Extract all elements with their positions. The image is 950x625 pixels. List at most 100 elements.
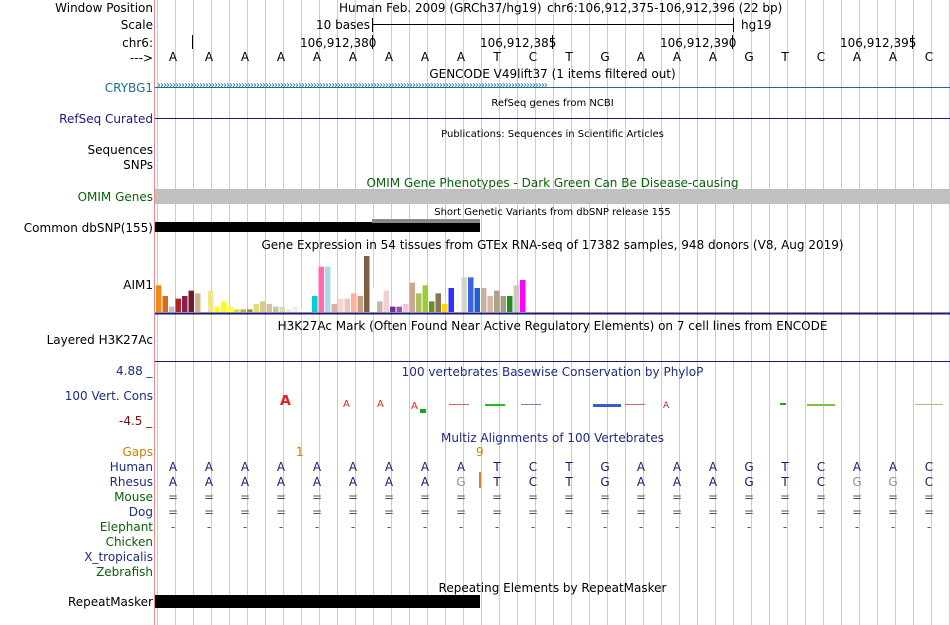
gtex-chart[interactable]	[155, 252, 950, 316]
gtex-tissue-bar	[507, 296, 513, 312]
gtex-tissue-bar	[435, 293, 441, 312]
alignment-base: -	[242, 520, 248, 534]
gencode-gene-line[interactable]	[155, 87, 950, 88]
alignment-base: -	[170, 520, 176, 534]
alignment-base: C	[924, 460, 934, 474]
alignment-base: =	[743, 505, 755, 519]
alignment-base: -	[350, 520, 356, 534]
gtex-tissue-bar	[403, 304, 409, 312]
tick-mark	[912, 35, 913, 49]
alignment-base: -	[638, 520, 644, 534]
sequence-base: T	[781, 50, 789, 64]
alignment-base: A	[384, 475, 394, 489]
sequence-base: C	[924, 50, 934, 64]
alignment-base: -	[422, 520, 428, 534]
alignment-base: G	[744, 475, 754, 489]
phylop-glyph	[420, 409, 426, 413]
sequence-base: A	[204, 50, 214, 64]
gtex-gene-label[interactable]: AIM1	[123, 278, 153, 292]
species-label[interactable]: Zebrafish	[96, 565, 153, 579]
gtex-tissue-bar	[240, 309, 246, 312]
phylop-title[interactable]: 100 vertebrates Basewise Conservation by…	[401, 365, 704, 379]
gencode-strand-chevrons: ››››››››››››››››››››››››››››››››››››››››…	[157, 80, 548, 91]
gtex-tissue-bar	[383, 290, 389, 312]
species-label[interactable]: Dog	[128, 505, 153, 519]
alignment-base: =	[707, 490, 719, 504]
multiz-gaps-label[interactable]: Gaps	[122, 445, 153, 459]
omim-label[interactable]: OMIM Genes	[77, 190, 153, 204]
gtex-tissue-bar	[455, 277, 461, 312]
gap-count: 1	[296, 445, 304, 459]
scale-bar-left	[372, 18, 373, 32]
alignment-base: =	[275, 490, 287, 504]
alignment-base: T	[493, 475, 501, 489]
insertion-marker	[479, 472, 481, 488]
refseq-label[interactable]: RefSeq Curated	[59, 112, 153, 126]
alignment-base: =	[527, 505, 539, 519]
tick-label: 106,912,385	[480, 36, 557, 50]
gtex-tissue-bar	[474, 288, 480, 312]
alignment-base: -	[566, 520, 572, 534]
refseq-title[interactable]: RefSeq genes from NCBI	[491, 98, 614, 109]
h3k27ac-title[interactable]: H3K27Ac Mark (Often Found Near Active Re…	[277, 319, 828, 333]
refseq-gene-line[interactable]	[155, 118, 950, 119]
alignment-base: G	[744, 460, 754, 474]
phylop-chart[interactable]: A A A A A	[155, 395, 950, 415]
repeatmasker-feature-bar[interactable]	[155, 595, 480, 608]
tick-mark	[732, 35, 733, 49]
sequence-base: C	[816, 50, 826, 64]
alignment-base: =	[239, 490, 251, 504]
phylop-glyph: A	[377, 399, 384, 410]
tick-label: 106,912,390	[660, 36, 737, 50]
species-label[interactable]: Rhesus	[109, 475, 153, 489]
omim-feature-bar[interactable]	[155, 189, 950, 204]
gtex-tissue-bar	[201, 288, 207, 312]
gtex-tissue-bar	[416, 293, 422, 312]
gtex-tissue-bar	[331, 304, 337, 312]
alignment-base: A	[204, 475, 214, 489]
gtex-tissue-bar	[377, 301, 383, 312]
dbsnp-feature-bar-overlap[interactable]	[372, 219, 480, 223]
gtex-tissue-bar	[286, 309, 292, 312]
publications-label-sequences[interactable]: Sequences	[87, 143, 153, 157]
alignment-base: -	[206, 520, 212, 534]
multiz-title[interactable]: Multiz Alignments of 100 Vertebrates	[440, 431, 665, 445]
dbsnp-title[interactable]: Short Genetic Variants from dbSNP releas…	[434, 207, 671, 218]
sequence-base: T	[493, 50, 501, 64]
gtex-tissue-bar	[292, 306, 298, 312]
position-label: chr6:106,912,375-106,912,396 (22 bp)	[547, 1, 783, 15]
alignment-base: =	[563, 490, 575, 504]
gtex-tissue-bar	[299, 309, 305, 312]
phylop-glyph: A	[280, 395, 291, 409]
gencode-title[interactable]: GENCODE V49lift37 (1 items filtered out)	[429, 67, 676, 81]
alignment-base: =	[851, 505, 863, 519]
species-label[interactable]: X_tropicalis	[84, 550, 153, 564]
publications-title[interactable]: Publications: Sequences in Scientific Ar…	[441, 129, 664, 140]
scale-bar	[372, 24, 734, 25]
phylop-label[interactable]: 100 Vert. Cons	[64, 389, 153, 403]
alignment-base: =	[815, 505, 827, 519]
gtex-tissue-bar	[500, 296, 506, 312]
dbsnp-label[interactable]: Common dbSNP(155)	[23, 221, 153, 235]
sequence-base: A	[168, 50, 178, 64]
species-label[interactable]: Human	[109, 460, 153, 474]
gtex-tissue-bar	[325, 266, 331, 312]
alignment-base: =	[923, 490, 935, 504]
publications-label-snps[interactable]: SNPs	[123, 158, 153, 172]
gtex-tissue-bar	[247, 309, 253, 312]
gencode-gene-label[interactable]: CRYBG1	[104, 81, 153, 95]
dbsnp-feature-bar[interactable]	[155, 222, 480, 232]
repeatmasker-title[interactable]: Repeating Elements by RepeatMasker	[438, 581, 667, 595]
omim-title[interactable]: OMIM Gene Phenotypes - Dark Green Can Be…	[366, 176, 739, 190]
gtex-tissue-bar	[156, 285, 162, 312]
species-label[interactable]: Mouse	[114, 490, 153, 504]
alignment-base: =	[635, 505, 647, 519]
gtex-title[interactable]: Gene Expression in 54 tissues from GTEx …	[261, 238, 844, 252]
alignment-base: T	[781, 460, 789, 474]
alignment-base: A	[348, 475, 358, 489]
species-label[interactable]: Chicken	[105, 535, 153, 549]
gtex-tissue-bar	[513, 285, 519, 312]
species-label[interactable]: Elephant	[99, 520, 153, 534]
h3k27ac-label[interactable]: Layered H3K27Ac	[46, 333, 153, 347]
repeatmasker-label[interactable]: RepeatMasker	[67, 595, 153, 609]
